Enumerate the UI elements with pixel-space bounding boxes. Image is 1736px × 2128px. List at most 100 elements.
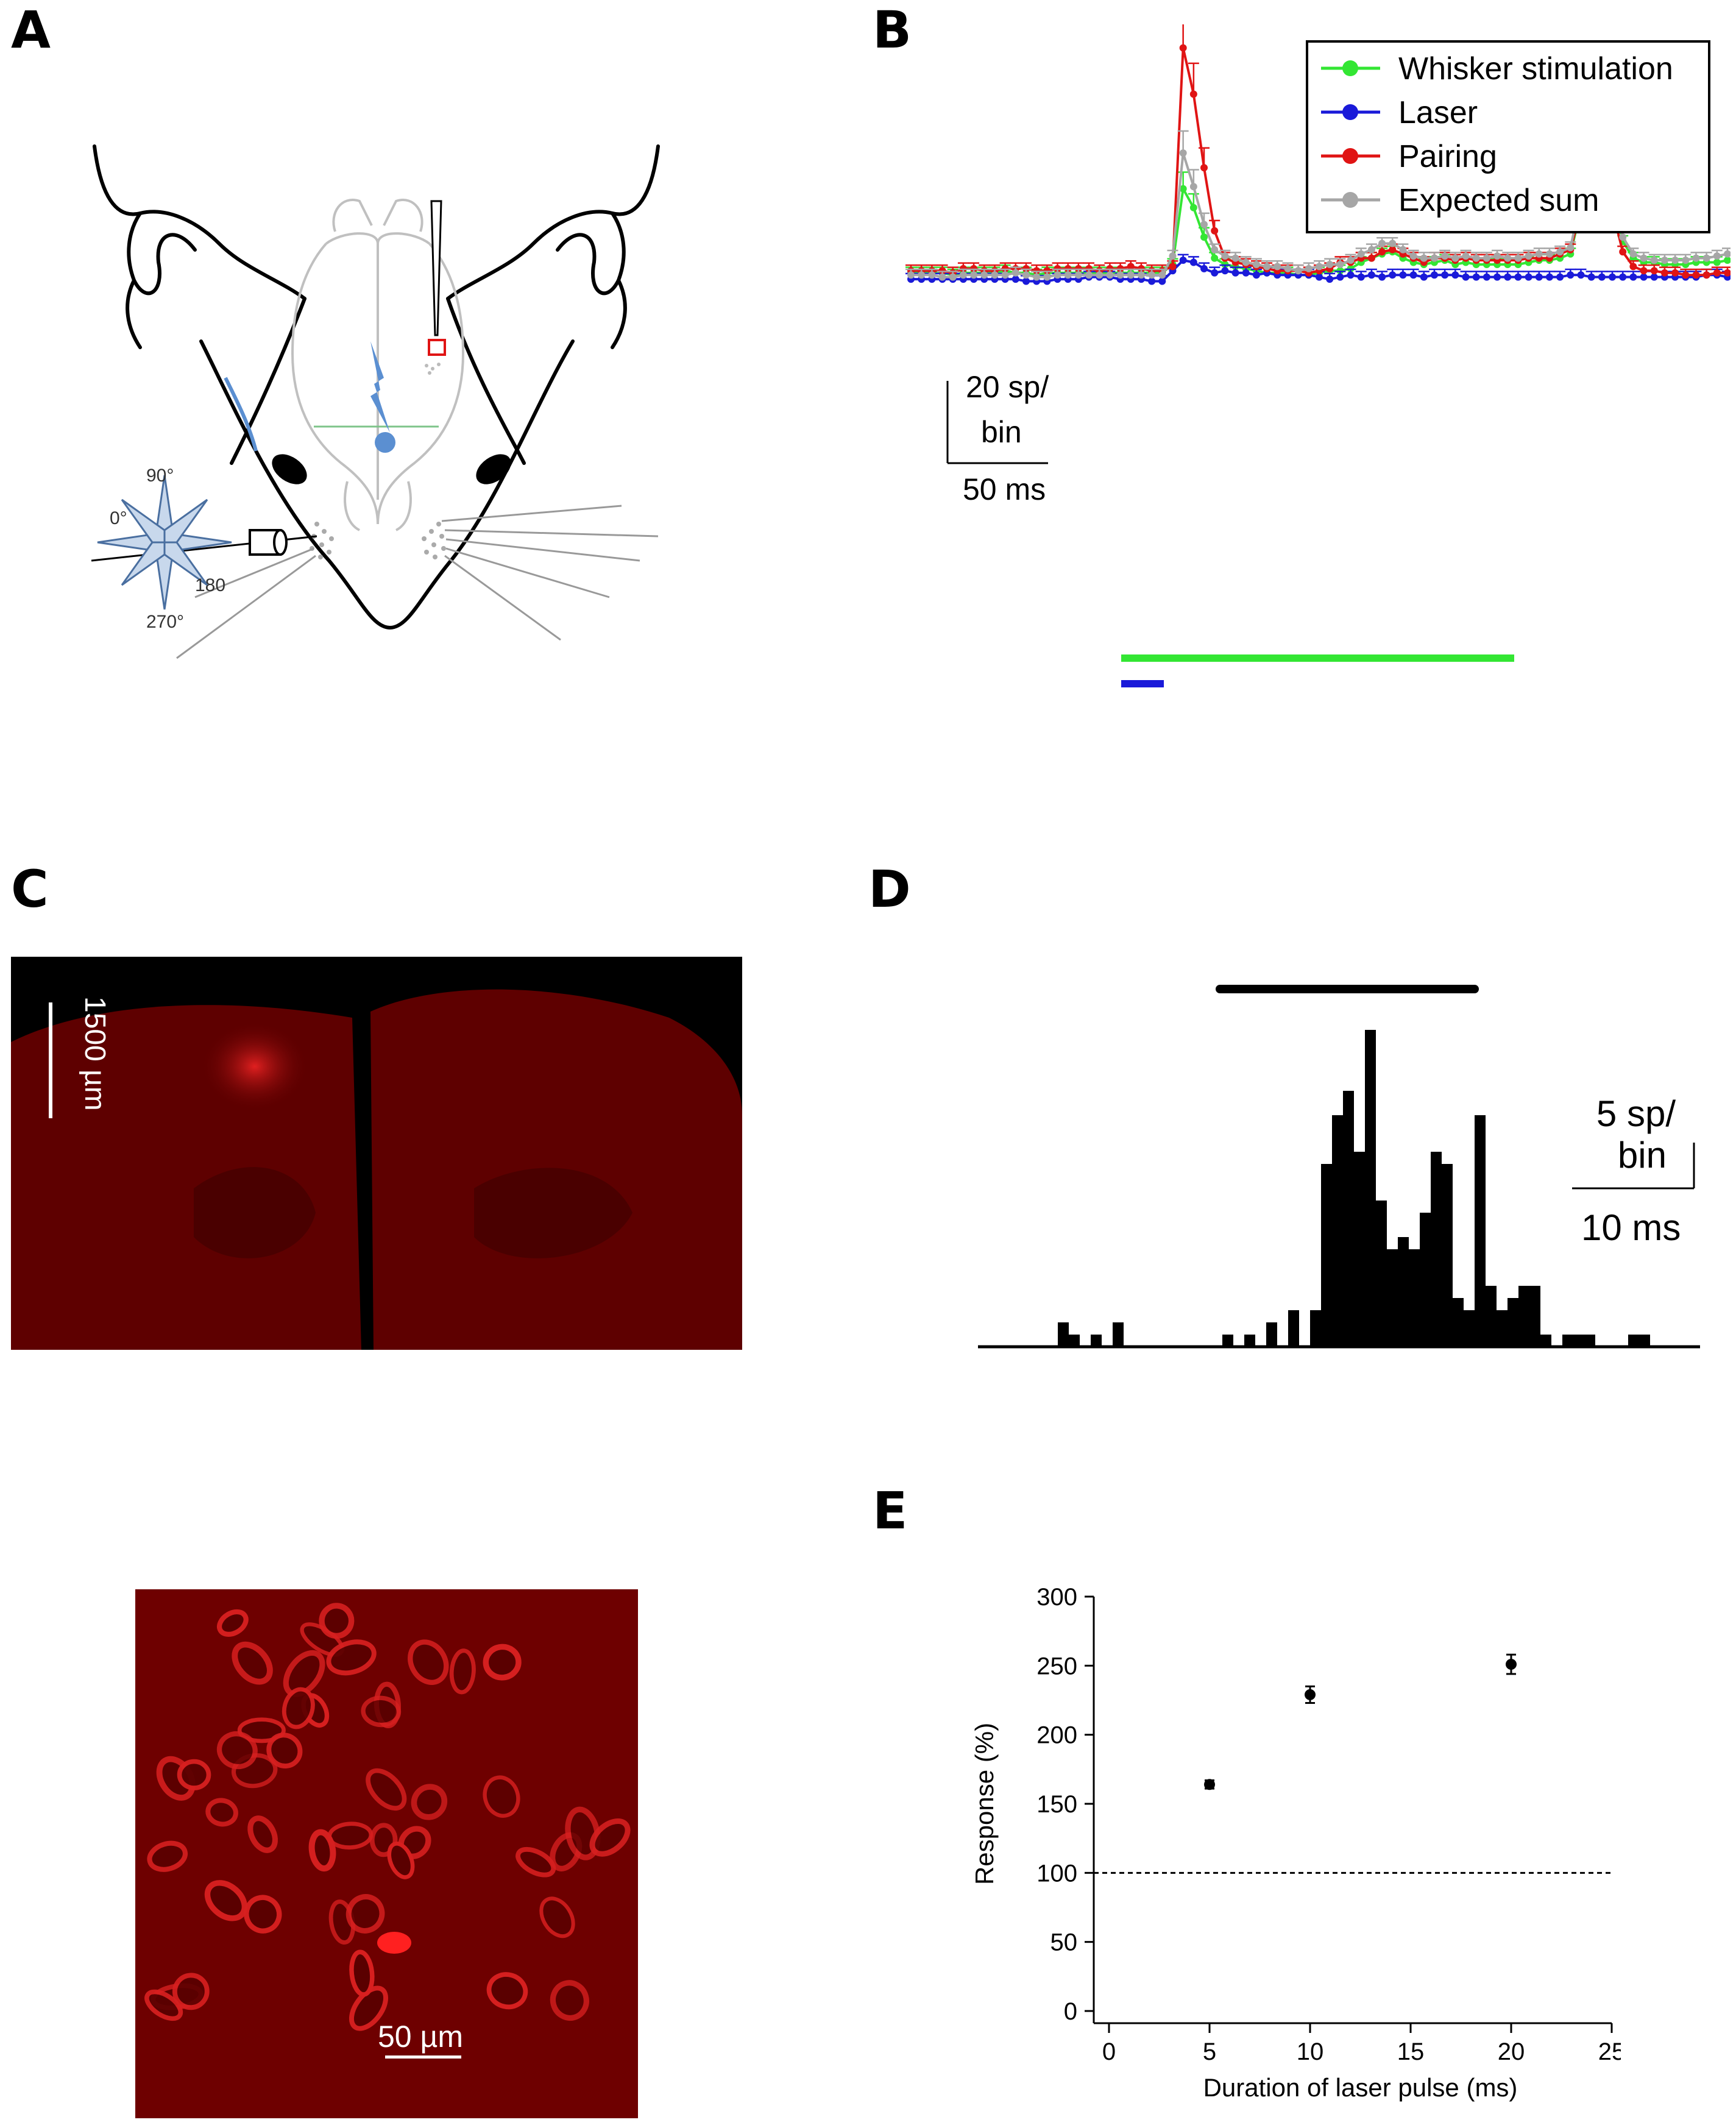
chart-b-point — [1179, 44, 1187, 52]
neuron-cell — [486, 1972, 528, 2010]
chart-b-point — [1525, 273, 1532, 281]
neuron-cell — [177, 1759, 211, 1790]
chart-b-point — [1441, 252, 1449, 260]
chart-b-legend-marker — [1342, 148, 1358, 164]
injection-site — [200, 1021, 310, 1112]
chart-b-scalebar-x-label: 50 ms — [963, 472, 1046, 506]
chart-e-y-tick-label: 150 — [1036, 1791, 1077, 1818]
chart-d-bar — [1387, 1249, 1398, 1347]
chart-b-point — [1692, 254, 1700, 262]
chart-b-point — [1316, 273, 1323, 281]
chart-b-point — [1064, 271, 1072, 279]
chart-b-point — [1660, 269, 1668, 277]
chart-b-point — [1609, 273, 1617, 281]
chart-b-point — [1545, 250, 1553, 258]
chart-b-point — [1011, 275, 1019, 283]
chart-b-point — [1378, 248, 1386, 256]
chart-d-scalebar-y-label-1: 5 sp/ — [1596, 1093, 1676, 1134]
chart-b-psth: Whisker stimulation Laser Pairing Expected … — [905, 24, 1731, 687]
chart-b-point — [1326, 260, 1334, 268]
left-eye — [272, 454, 307, 484]
chart-b-point — [1242, 258, 1250, 266]
neuron-cell — [589, 1818, 631, 1857]
chart-b-point — [1493, 252, 1501, 260]
chart-b-legend-label: Laser — [1398, 95, 1478, 130]
chart-b-scalebar-y-label-1: 20 sp/ — [966, 370, 1049, 404]
chart-d-scalebar: 5 sp/ bin 10 ms — [1572, 1093, 1695, 1248]
neuron-cell — [205, 1798, 238, 1827]
neuron-cell — [282, 1687, 315, 1729]
chart-d-bar — [1431, 1152, 1442, 1347]
chart-b-legend-label: Pairing — [1398, 139, 1497, 174]
chart-b-point — [1357, 273, 1365, 281]
chart-b-point — [1535, 250, 1543, 258]
neuron-cell — [449, 1648, 476, 1695]
chart-b-point — [1713, 252, 1721, 260]
chart-b-point — [980, 271, 988, 279]
neuron-cell — [366, 1768, 407, 1811]
chart-b-point — [1189, 204, 1197, 211]
chart-d-bar — [1266, 1322, 1277, 1347]
left-hemisphere — [11, 1005, 361, 1350]
chart-b-point — [1713, 269, 1721, 277]
chart-b-point — [1179, 257, 1187, 264]
chart-b-point — [1567, 271, 1575, 279]
histology-coronal-section: 1500 µm — [11, 957, 742, 1350]
barrel-dots-right-cortex — [425, 363, 441, 375]
chart-e-x-tick-label: 10 — [1297, 2038, 1324, 2065]
neuron-cell — [266, 1733, 303, 1768]
chart-d-bar — [1573, 1335, 1584, 1347]
chart-b-point — [1640, 254, 1648, 262]
chart-d-bar — [1222, 1335, 1233, 1347]
chart-b-point — [949, 273, 957, 281]
chart-b-point — [1189, 183, 1197, 191]
chart-b-point — [1054, 271, 1061, 279]
chart-e-x-tick-label: 20 — [1498, 2038, 1525, 2065]
chart-b-point — [1179, 149, 1187, 157]
chart-b-point — [959, 271, 967, 279]
chart-e-y-tick-label: 100 — [1036, 1860, 1077, 1887]
chart-b-point — [1284, 264, 1292, 272]
chart-b-point — [1389, 239, 1397, 247]
chart-b-point — [1399, 246, 1407, 254]
neuron-cell — [247, 1815, 278, 1853]
chart-b-legend-marker — [1342, 192, 1358, 208]
chart-b-point — [1252, 271, 1260, 279]
chart-b-point — [1598, 273, 1606, 281]
chart-b-point — [1357, 250, 1365, 258]
chart-d-bar — [1628, 1335, 1639, 1347]
chart-d-bar — [1058, 1322, 1069, 1347]
chart-b-point — [1650, 273, 1658, 281]
chart-b-legend-label: Whisker stimulation — [1398, 51, 1673, 87]
chart-b-point — [1451, 271, 1459, 279]
chart-e-y-tick-label: 0 — [1064, 1998, 1077, 2025]
chart-b-legend-marker — [1342, 60, 1358, 76]
chart-b-point — [1629, 250, 1637, 258]
chart-b-point — [1347, 257, 1355, 264]
chart-b-point — [1221, 267, 1229, 275]
chart-b-point — [1702, 254, 1710, 262]
chart-d-bar — [1486, 1286, 1497, 1347]
chart-d-bar — [1091, 1335, 1102, 1347]
whiskers-left — [176, 547, 316, 659]
chart-b-legend-label: Expected sum — [1398, 183, 1600, 218]
chart-d-scalebar-y-label-2: bin — [1618, 1135, 1667, 1176]
neuron-cell — [483, 1775, 520, 1818]
chart-d-bar — [1529, 1286, 1540, 1347]
chart-b-point — [1200, 221, 1208, 229]
chart-b-point — [1211, 269, 1219, 277]
chart-b-point — [1043, 273, 1051, 281]
chart-b-point — [1336, 273, 1344, 281]
chart-b-point — [991, 271, 999, 279]
chart-d-bar — [1244, 1335, 1255, 1347]
chart-b-point — [1724, 269, 1731, 277]
chart-d-bar — [1584, 1335, 1595, 1347]
chart-b-point — [1682, 271, 1690, 279]
chart-d-bar — [1518, 1286, 1529, 1347]
chart-b-point — [1179, 185, 1187, 193]
chart-b-point — [1263, 263, 1271, 271]
chart-e-x-axis-label: Duration of laser pulse (ms) — [1203, 2073, 1518, 2102]
neuron-cell — [217, 1609, 249, 1637]
chart-b-point — [1504, 273, 1512, 281]
chart-b-point — [1231, 269, 1239, 277]
